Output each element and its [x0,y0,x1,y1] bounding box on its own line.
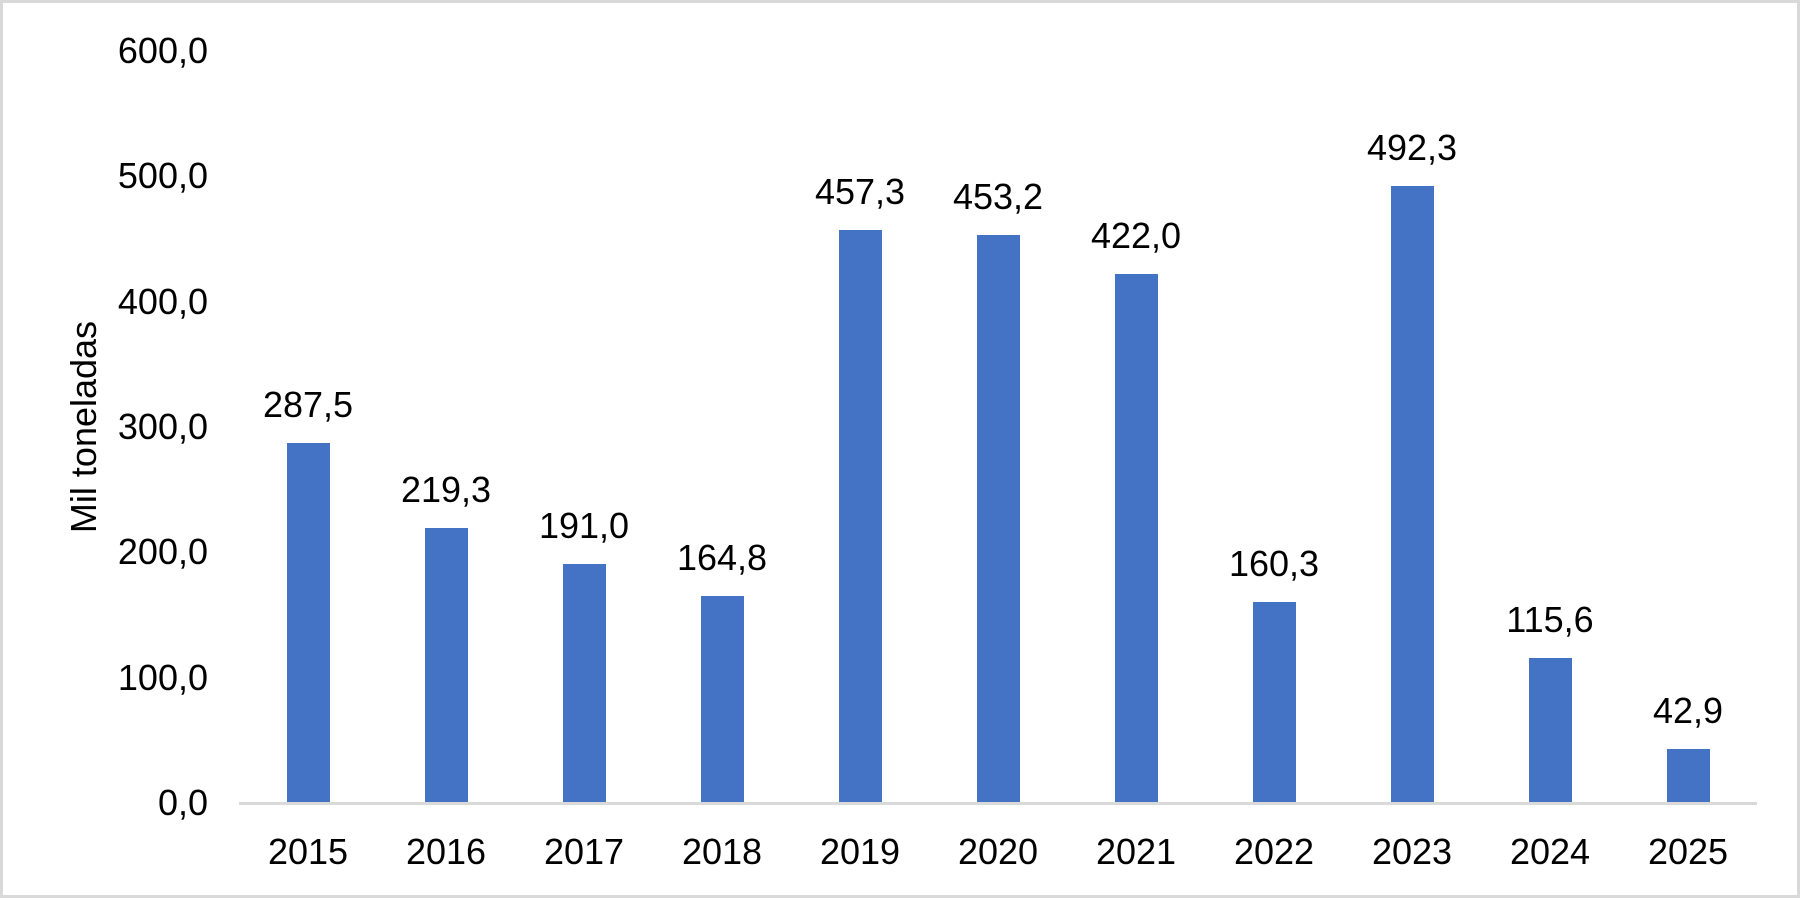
bar-2025 [1666,749,1710,802]
bar-value-label-2019: 457,3 [814,170,906,212]
x-axis-tick-label-2016: 2016 [405,831,487,872]
x-axis-tick-label-2023: 2023 [1371,831,1453,872]
bar-value-label-2020: 453,2 [952,175,1044,217]
bar-2016 [424,528,468,802]
bar-2022 [1252,602,1296,802]
y-axis-tick-label: 100,0 [117,656,208,698]
bar-2021 [1114,274,1158,802]
x-axis-tick-label-2017: 2017 [543,831,625,872]
bar-value-label-2017: 191,0 [538,504,630,546]
bar-2019 [838,229,882,802]
y-axis-tick-label: 600,0 [117,30,208,71]
bar-value-label-2025: 42,9 [1652,690,1724,732]
bar-value-label-2024: 115,6 [1506,599,1594,641]
x-axis-tick-label-2020: 2020 [957,831,1039,872]
bar-2015 [286,442,330,802]
bar-value-label-2018: 164,8 [676,537,768,579]
bar-value-label-2023: 492,3 [1366,126,1458,168]
y-axis-tick-label: 200,0 [117,531,208,573]
x-axis-tick-label-2025: 2025 [1647,831,1729,872]
y-axis-tick-label: 0,0 [157,782,208,823]
bar-value-label-2016: 219,3 [400,469,492,511]
bar-2017 [562,563,606,802]
bar-2020 [976,234,1020,802]
bar-2018 [700,596,744,802]
x-axis-tick-label-2019: 2019 [819,831,901,872]
x-axis-tick-label-2024: 2024 [1509,831,1591,872]
x-axis-tick-label-2015: 2015 [267,831,349,872]
bar-2024 [1528,658,1572,802]
bar-value-label-2022: 160,3 [1228,543,1320,585]
x-axis-tick-label-2022: 2022 [1233,831,1315,872]
x-axis-line [239,802,1757,805]
x-axis-tick-label-2021: 2021 [1095,831,1177,872]
bar-value-label-2021: 422,0 [1090,215,1182,257]
y-axis-tick-label: 400,0 [117,280,208,322]
x-axis-tick-label-2018: 2018 [681,831,763,872]
bar-value-label-2015: 287,5 [262,383,354,425]
y-axis-tick-label: 300,0 [117,406,208,447]
bar-2023 [1390,185,1434,802]
y-axis-tick-label: 500,0 [117,155,208,197]
